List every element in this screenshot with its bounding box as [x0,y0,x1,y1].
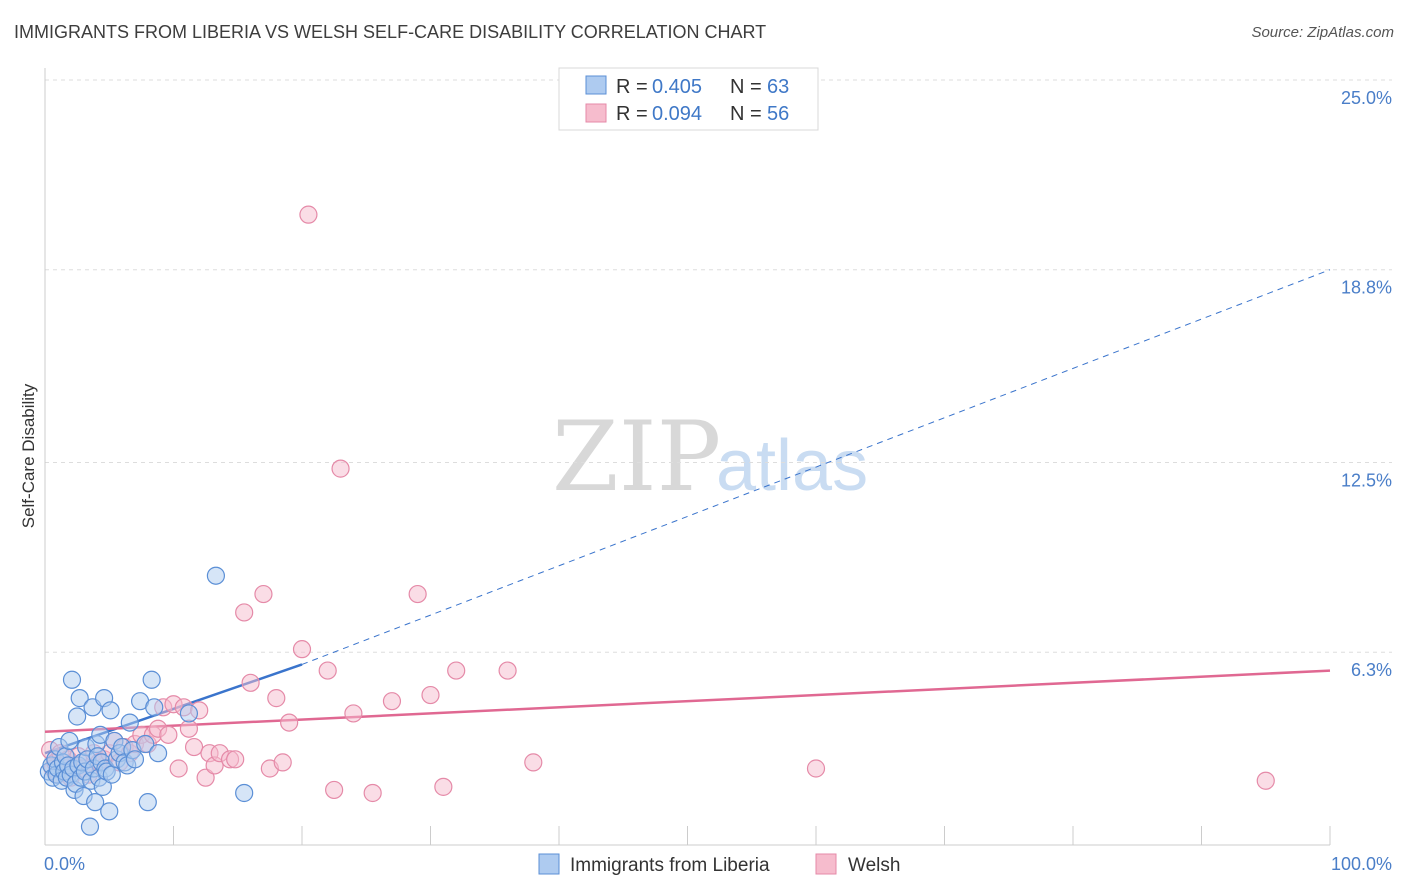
legend-n-value-welsh: 56 [767,103,789,125]
legend-r-value-welsh: 0.094 [652,103,702,125]
welsh-point-60 [524,753,543,772]
welsh-point-41 [241,673,260,692]
x-tick-labels: 0.0% 100.0% [44,854,1392,874]
welsh-point-52 [344,704,363,723]
liberia-point-61 [206,566,226,585]
y-tick-label-0: 6.3% [1351,660,1392,680]
welsh-point-54 [382,692,402,711]
liberia-point-55 [136,734,155,754]
trend-line-liberia-extrapolated [301,269,1331,665]
welsh-point-29 [169,759,188,778]
legend-r-label-welsh: R = [616,103,648,125]
welsh-point-34 [196,768,215,787]
liberia-point-51 [120,713,139,732]
y-tick-label-1: 12.5% [1341,471,1392,491]
welsh-point-56 [421,685,440,705]
chart-source: Source: ZipAtlas.com [1251,24,1394,41]
welsh-point-40 [235,603,254,622]
welsh-point-47 [292,640,312,659]
chart-title: IMMIGRANTS FROM LIBERIA VS WELSH SELF-CA… [14,22,767,42]
welsh-point-57 [434,777,453,796]
liberia-point-42 [100,802,119,821]
liberia-point-59 [148,744,168,763]
legend-swatch-welsh [585,103,607,123]
liberia-point-57 [142,670,161,689]
liberia-point-15 [62,670,82,689]
y-axis-label: Self-Care Disability [19,383,38,528]
liberia-point-13 [60,731,79,751]
welsh-point-27 [159,725,178,744]
welsh-point-53 [363,783,382,803]
bottom-legend-swatch-liberia [538,853,560,875]
gridlines [45,79,1392,653]
liberia-point-56 [138,793,157,812]
liberia-point-43 [101,701,120,720]
welsh-point-32 [184,737,204,757]
liberia-point-32 [86,793,105,812]
legend-r-label-liberia: R = [616,76,648,98]
legend-swatch-liberia [585,75,607,95]
legend-n-label-welsh: N = [730,103,762,125]
x-tick-label-1: 100.0% [1331,854,1392,874]
x-tick-label-0: 0.0% [44,854,85,874]
welsh-point-46 [280,713,299,732]
legend-n-label-liberia: N = [730,76,762,98]
liberia-point-60 [179,704,199,723]
welsh-point-39 [226,750,245,769]
welsh-point-58 [447,661,466,680]
legend: R = 0.405 N = 63 R = 0.094 N = 56 [558,67,819,131]
welsh-point-51 [331,459,350,478]
bottom-legend-swatch-welsh [815,853,837,875]
welsh-point-44 [267,689,286,708]
welsh-point-31 [179,719,199,738]
welsh-point-50 [325,780,344,800]
welsh-point-42 [254,584,273,604]
y-tick-labels: 6.3% 12.5% 18.8% 25.0% [1341,88,1392,680]
welsh-point-61 [806,759,826,778]
liberia-point-28 [80,817,100,836]
y-tick-label-2: 18.8% [1341,278,1392,298]
liberia-point-19 [68,707,87,726]
welsh-point-59 [498,661,517,680]
liberia-point-44 [102,765,121,784]
watermark: ZIP atlas [552,401,868,513]
bottom-legend-label-liberia: Immigrants from Liberia [570,855,770,876]
bottom-legend: Immigrants from Liberia Welsh [538,853,900,876]
bottom-legend-label-welsh: Welsh [848,855,900,876]
liberia-point-53 [125,750,145,769]
welsh-point-45 [273,753,292,772]
liberia-points [39,566,254,836]
watermark-atlas: atlas [716,426,868,506]
liberia-point-58 [145,698,164,717]
welsh-point-49 [318,661,337,680]
legend-n-value-liberia: 63 [767,76,789,98]
legend-r-value-liberia: 0.405 [652,76,702,98]
welsh-point-55 [408,584,427,604]
liberia-point-62 [235,783,254,803]
y-tick-label-3: 25.0% [1341,88,1392,108]
welsh-point-48 [299,205,318,224]
watermark-zip: ZIP [552,401,721,513]
liberia-point-21 [70,689,89,708]
welsh-point-62 [1256,771,1275,790]
axes [44,68,1331,846]
trend-line-welsh [44,669,1331,734]
